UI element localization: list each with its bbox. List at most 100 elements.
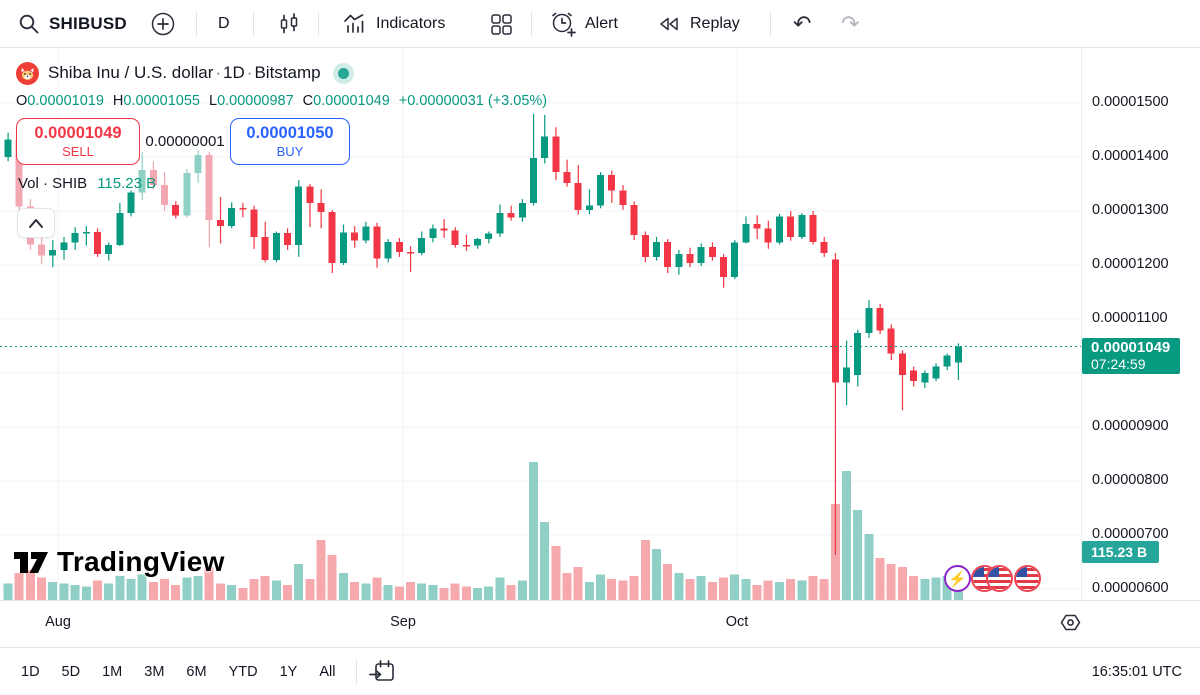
us-economic-event-marker[interactable] bbox=[1014, 565, 1041, 592]
volume-bar[interactable] bbox=[741, 579, 751, 600]
volume-bar[interactable] bbox=[853, 510, 863, 600]
candle[interactable] bbox=[720, 256, 728, 277]
volume-bar[interactable] bbox=[651, 549, 661, 600]
candle[interactable] bbox=[384, 241, 392, 259]
range-button-all[interactable]: All bbox=[319, 663, 336, 680]
volume-bar[interactable] bbox=[506, 585, 516, 600]
volume-bar[interactable] bbox=[584, 582, 594, 600]
candle[interactable] bbox=[15, 139, 23, 207]
volume-bar[interactable] bbox=[70, 585, 80, 600]
candle[interactable] bbox=[563, 172, 571, 183]
candle[interactable] bbox=[105, 245, 113, 255]
candle[interactable] bbox=[462, 245, 470, 247]
volume-bar[interactable] bbox=[774, 582, 784, 600]
volume-bar[interactable] bbox=[730, 574, 740, 601]
volume-bar[interactable] bbox=[763, 580, 773, 601]
candle[interactable] bbox=[496, 213, 504, 234]
candle[interactable] bbox=[474, 239, 482, 246]
candle[interactable] bbox=[38, 244, 46, 256]
range-button-6m[interactable]: 6M bbox=[186, 663, 207, 680]
candle[interactable] bbox=[429, 228, 437, 238]
volume-bar[interactable] bbox=[663, 564, 673, 600]
us-economic-event-marker[interactable] bbox=[986, 565, 1013, 592]
candle[interactable] bbox=[339, 232, 347, 263]
volume-bar[interactable] bbox=[607, 579, 617, 600]
volume-bar[interactable] bbox=[238, 588, 248, 600]
volume-bar[interactable] bbox=[674, 573, 684, 600]
candle[interactable] bbox=[440, 228, 448, 231]
volume-bar[interactable] bbox=[372, 577, 382, 601]
volume-bar[interactable] bbox=[350, 582, 360, 600]
candlestick-chart[interactable] bbox=[0, 48, 1081, 600]
volume-bar[interactable] bbox=[48, 582, 58, 600]
candle[interactable] bbox=[585, 205, 593, 210]
volume-bar[interactable] bbox=[528, 462, 538, 600]
candle[interactable] bbox=[809, 214, 817, 242]
volume-bar[interactable] bbox=[104, 583, 114, 601]
candle[interactable] bbox=[820, 241, 828, 254]
candle[interactable] bbox=[295, 186, 303, 246]
volume-bar[interactable] bbox=[685, 579, 695, 600]
volume-bar[interactable] bbox=[271, 580, 281, 601]
candle[interactable] bbox=[228, 207, 236, 227]
volume-bar[interactable] bbox=[719, 577, 729, 601]
volume-bar[interactable] bbox=[629, 576, 639, 600]
candle[interactable] bbox=[708, 247, 716, 257]
chart-pane[interactable]: Shiba Inu / U.S. dollar · 1D · Bitstamp O0.0… bbox=[0, 48, 1200, 600]
volume-bar[interactable] bbox=[115, 576, 125, 600]
volume-bar[interactable] bbox=[484, 586, 494, 601]
symbol-name[interactable]: SHIBUSD bbox=[49, 14, 127, 33]
candle[interactable] bbox=[194, 154, 202, 174]
candle[interactable] bbox=[910, 370, 918, 382]
volume-bar[interactable] bbox=[25, 570, 35, 600]
range-button-1y[interactable]: 1Y bbox=[279, 663, 298, 680]
candle[interactable] bbox=[753, 223, 761, 229]
range-button-ytd[interactable]: YTD bbox=[228, 663, 258, 680]
candle[interactable] bbox=[664, 241, 672, 268]
range-button-1d[interactable]: 1D bbox=[21, 663, 40, 680]
candle[interactable] bbox=[351, 232, 359, 241]
volume-bar[interactable] bbox=[864, 534, 874, 600]
candle[interactable] bbox=[362, 226, 370, 241]
candle[interactable] bbox=[451, 230, 459, 246]
volume-bar[interactable] bbox=[696, 576, 706, 600]
volume-bar[interactable] bbox=[920, 579, 930, 600]
volume-bar[interactable] bbox=[417, 583, 427, 601]
volume-bar[interactable] bbox=[517, 580, 527, 601]
sell-button[interactable]: 0.00001049 SELL bbox=[16, 118, 140, 165]
volume-bar[interactable] bbox=[249, 579, 259, 600]
candle[interactable] bbox=[921, 373, 929, 383]
candle[interactable] bbox=[60, 242, 68, 250]
volume-bar[interactable] bbox=[405, 582, 415, 600]
volume-bar[interactable] bbox=[897, 567, 907, 600]
volume-bar[interactable] bbox=[886, 564, 896, 600]
candle[interactable] bbox=[619, 190, 627, 206]
candle[interactable] bbox=[172, 205, 180, 216]
range-button-5d[interactable]: 5D bbox=[61, 663, 81, 680]
candle[interactable] bbox=[138, 169, 146, 193]
candle[interactable] bbox=[250, 209, 258, 237]
market-status-dot[interactable] bbox=[337, 67, 349, 79]
volume-bar[interactable] bbox=[182, 577, 192, 601]
volume-bar[interactable] bbox=[842, 471, 851, 600]
symbol-description[interactable]: Shiba Inu / U.S. dollar · 1D · Bitstamp bbox=[48, 63, 321, 83]
candle[interactable] bbox=[93, 232, 101, 255]
candle[interactable] bbox=[932, 366, 940, 379]
layout-button[interactable] bbox=[488, 0, 514, 48]
axis-settings-button[interactable] bbox=[1058, 610, 1083, 640]
range-button-1m[interactable]: 1M bbox=[102, 663, 123, 680]
volume-bar[interactable] bbox=[81, 586, 91, 601]
buy-button[interactable]: 0.00001050 BUY bbox=[230, 118, 350, 165]
candle[interactable] bbox=[898, 353, 906, 376]
candle[interactable] bbox=[597, 174, 605, 206]
candle[interactable] bbox=[328, 212, 336, 263]
candle[interactable] bbox=[507, 213, 515, 218]
candle[interactable] bbox=[306, 186, 314, 203]
candle[interactable] bbox=[652, 241, 660, 257]
volume-bar[interactable] bbox=[260, 576, 270, 600]
candle[interactable] bbox=[149, 169, 157, 186]
volume-bar[interactable] bbox=[3, 583, 13, 601]
candle[interactable] bbox=[943, 355, 951, 367]
candle[interactable] bbox=[183, 173, 191, 216]
volume-bar[interactable] bbox=[14, 573, 24, 600]
